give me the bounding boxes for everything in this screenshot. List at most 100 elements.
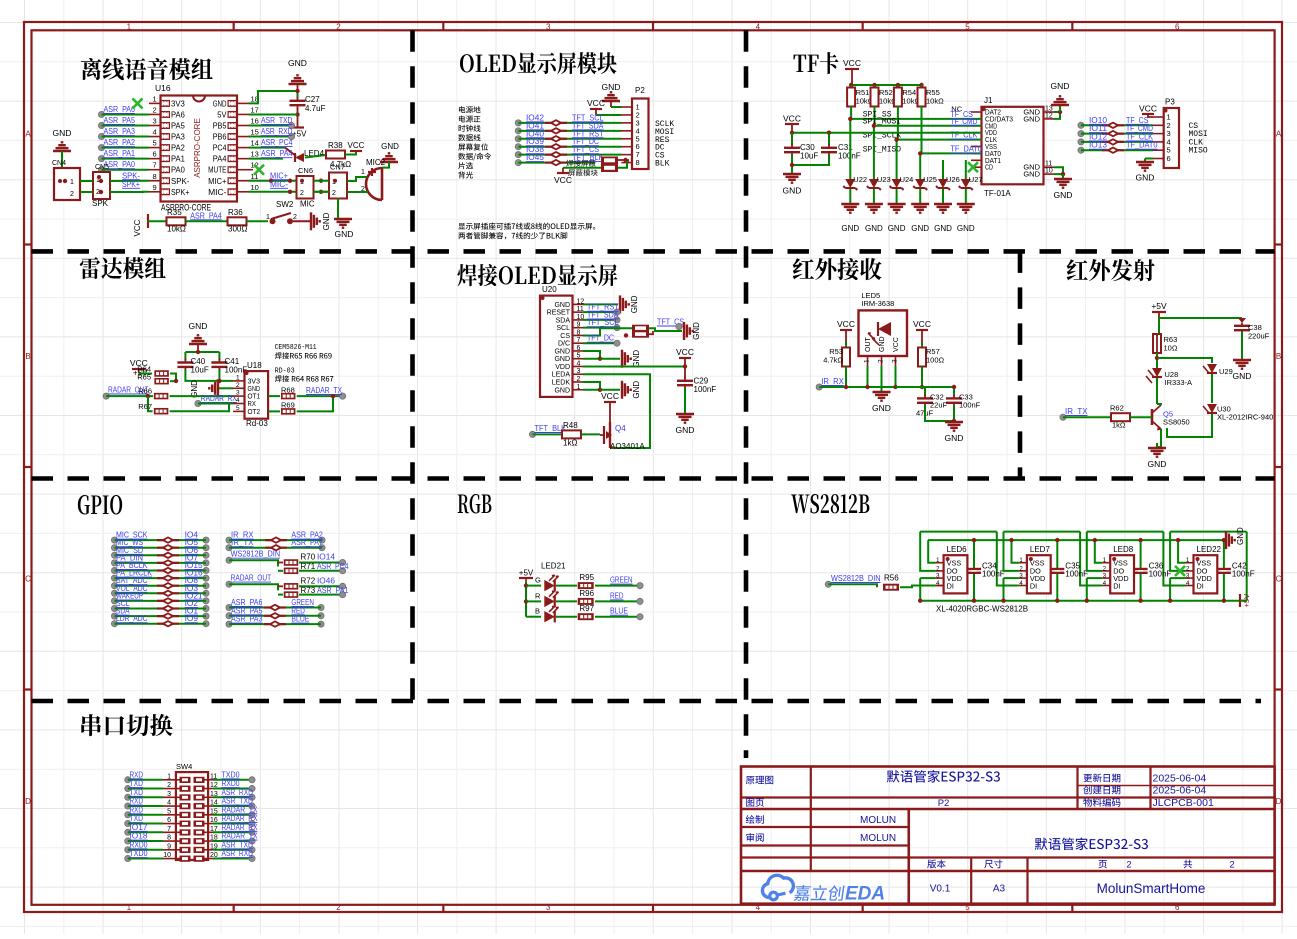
svg-text:1: 1 [266,214,270,221]
svg-text:GREEN: GREEN [610,575,633,585]
svg-text:CS: CS [560,333,570,340]
svg-text:9: 9 [167,843,171,850]
svg-text:MUTE: MUTE [208,166,226,175]
svg-text:10kΩ: 10kΩ [167,225,186,234]
svg-text:3V3: 3V3 [171,99,185,108]
svg-text:VCC: VCC [843,58,861,68]
svg-text:U18: U18 [247,361,262,370]
svg-text:A: A [25,129,31,138]
svg-text:RED: RED [610,590,624,600]
svg-text:GND: GND [957,224,975,233]
svg-text:G: G [535,576,541,585]
svg-text:GND: GND [335,229,354,239]
svg-text:2: 2 [336,903,341,912]
svg-text:MIC-: MIC- [208,188,227,197]
svg-text:MolunSmartHome: MolunSmartHome [1097,881,1206,896]
svg-text:R70: R70 [301,553,316,562]
svg-text:4: 4 [756,23,761,32]
svg-text:TFT_SCL: TFT_SCL [587,317,619,327]
svg-text:U16: U16 [155,83,171,93]
svg-text:R67: R67 [138,402,152,411]
svg-text:TF-01A: TF-01A [984,189,1011,198]
svg-text:SS8050: SS8050 [1163,418,1190,427]
svg-text:PA6: PA6 [171,110,185,119]
svg-text:MISO: MISO [1189,147,1208,156]
svg-text:8: 8 [636,158,640,167]
svg-text:1: 1 [864,359,871,363]
svg-text:TXD0: TXD0 [130,848,148,858]
svg-text:2: 2 [577,376,581,383]
svg-text:TF_DAT0: TF_DAT0 [950,144,982,153]
svg-text:100nF: 100nF [1149,570,1172,579]
svg-text:R66: R66 [138,387,152,396]
svg-text:VCC: VCC [837,319,855,329]
svg-text:SDA: SDA [556,317,571,324]
svg-text:TFT_DC: TFT_DC [587,333,614,343]
svg-text:100nF: 100nF [959,401,981,410]
svg-text:1: 1 [577,384,581,391]
svg-text:A3: A3 [993,884,1006,895]
svg-text:VCC: VCC [1139,104,1157,114]
svg-text:ASR_PC4: ASR_PC4 [261,137,293,147]
svg-text:3: 3 [236,390,240,397]
svg-text:BLK: BLK [655,160,670,169]
svg-text:4: 4 [167,800,171,807]
svg-text:14: 14 [210,800,218,807]
svg-text:2: 2 [236,382,240,389]
svg-text:GND: GND [632,350,641,368]
svg-text:LED7: LED7 [1030,545,1051,554]
svg-text:10: 10 [1045,168,1053,175]
svg-text:IR333-A: IR333-A [1165,378,1193,387]
svg-text:XL-2012IRC-940: XL-2012IRC-940 [1217,413,1273,422]
svg-text:10: 10 [251,183,259,192]
svg-text:10kΩ: 10kΩ [926,97,944,106]
svg-text:PA1: PA1 [171,155,185,164]
svg-text:D: D [25,797,31,806]
svg-text:GND: GND [1023,114,1040,123]
svg-text:GND: GND [879,336,886,352]
svg-text:MOLUN: MOLUN [860,815,896,826]
svg-text:GND: GND [288,58,307,68]
svg-text:DI: DI [1197,581,1204,590]
svg-text:IO13: IO13 [1089,141,1108,150]
svg-text:1: 1 [127,903,132,912]
svg-text:A: A [1276,129,1282,138]
svg-text:2: 2 [153,105,157,114]
svg-text:5: 5 [153,139,157,148]
svg-text:2: 2 [1229,860,1234,871]
svg-text:GND: GND [322,212,331,230]
svg-text:R95: R95 [579,573,594,582]
svg-text:U25: U25 [923,175,937,184]
svg-text:3: 3 [546,903,551,912]
svg-text:PB5: PB5 [213,122,227,131]
svg-text:RESET: RESET [547,310,571,317]
svg-text:XL-4020RGBC-WS2812B: XL-4020RGBC-WS2812B [936,605,1028,614]
svg-text:12: 12 [210,782,218,789]
svg-text:GND: GND [1136,173,1155,183]
svg-text:PA4: PA4 [213,155,227,164]
svg-text:16: 16 [251,117,259,126]
svg-text:1: 1 [70,179,74,186]
svg-text:R69: R69 [281,401,295,410]
svg-text:MIC-: MIC- [270,179,288,189]
svg-text:EDA: EDA [845,884,885,905]
svg-text:8: 8 [153,172,157,181]
svg-text:9: 9 [153,183,157,192]
svg-text:4.7uF: 4.7uF [305,104,326,113]
svg-text:CEM5826-M11: CEM5826-M11 [275,344,317,352]
svg-text:CN6: CN6 [298,166,313,175]
svg-text:LDR_ADC: LDR_ADC [116,613,148,623]
svg-text:SPK+: SPK+ [122,179,140,189]
svg-text:ASR_PA4: ASR_PA4 [261,148,293,158]
svg-text:100Ω: 100Ω [926,356,945,365]
svg-text:GND: GND [945,433,964,443]
svg-text:2: 2 [70,191,74,198]
svg-text:GND: GND [1023,170,1040,179]
svg-text:6: 6 [167,817,171,824]
svg-text:1: 1 [236,374,240,381]
svg-text:15: 15 [210,808,218,815]
svg-text:1kΩ: 1kΩ [1112,421,1126,430]
svg-text:14: 14 [251,139,259,148]
svg-text:LED21: LED21 [541,562,566,571]
svg-text:SW4: SW4 [176,762,192,771]
